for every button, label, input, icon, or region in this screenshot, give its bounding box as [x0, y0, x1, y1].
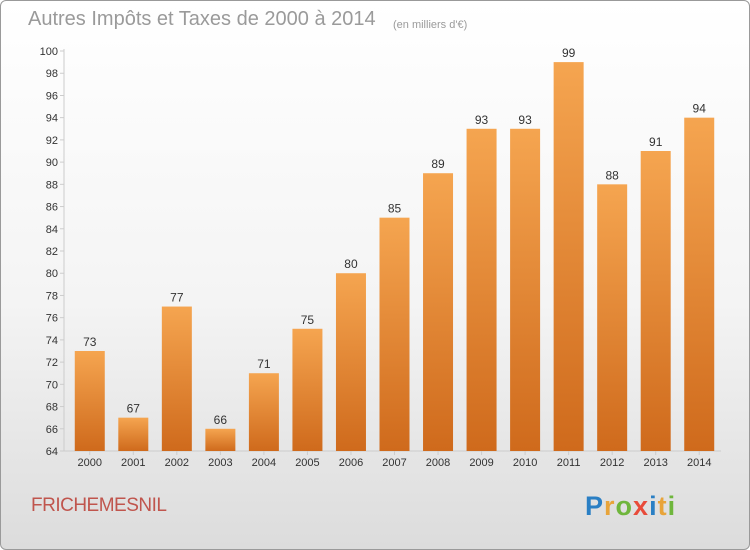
bar-value-label: 93: [475, 113, 489, 127]
bar-value-label: 73: [83, 335, 97, 349]
y-tick-label: 70: [46, 379, 58, 391]
bar: [335, 273, 366, 451]
logo-letter: t: [657, 491, 668, 521]
y-tick-label: 96: [46, 90, 58, 102]
bar: [423, 173, 454, 451]
bar-value-label: 66: [214, 413, 228, 427]
x-tick-label: 2009: [469, 457, 493, 469]
bar: [161, 306, 192, 451]
bar: [74, 351, 105, 451]
logo-letter: x: [633, 491, 650, 521]
y-tick-label: 98: [46, 68, 58, 80]
bar: [640, 151, 671, 451]
logo-letter: i: [667, 491, 677, 521]
bar: [597, 184, 628, 452]
x-tick-label: 2000: [78, 457, 102, 469]
bar: [466, 128, 497, 451]
bar-value-label: 67: [127, 402, 141, 416]
logo-letter: r: [604, 491, 616, 521]
x-tick-label: 2011: [557, 457, 581, 469]
bar-value-label: 93: [518, 113, 532, 127]
y-tick-label: 68: [46, 402, 58, 414]
y-tick-label: 72: [46, 357, 58, 369]
x-tick-label: 2003: [208, 457, 232, 469]
bar-value-label: 71: [257, 357, 271, 371]
x-tick-label: 2002: [165, 457, 189, 469]
bar-value-label: 91: [649, 135, 663, 149]
y-tick-label: 66: [46, 424, 58, 436]
y-tick-label: 94: [46, 113, 58, 125]
x-tick-label: 2001: [121, 457, 145, 469]
y-tick-label: 78: [46, 290, 58, 302]
y-tick-label: 90: [46, 157, 58, 169]
y-tick-label: 100: [40, 46, 58, 58]
x-tick-label: 2014: [687, 457, 711, 469]
bar-value-label: 80: [344, 257, 358, 271]
bar: [379, 217, 410, 451]
bar: [205, 428, 236, 451]
y-tick-label: 76: [46, 313, 58, 325]
y-tick-label: 64: [46, 446, 58, 458]
x-tick-label: 2008: [426, 457, 450, 469]
bar-value-label: 94: [693, 102, 707, 116]
bar: [553, 62, 584, 451]
y-tick-label: 86: [46, 202, 58, 214]
y-tick-label: 80: [46, 268, 58, 280]
bar-value-label: 85: [388, 202, 402, 216]
x-tick-label: 2005: [295, 457, 319, 469]
commune-name: FRICHEMESNIL: [31, 495, 167, 516]
y-tick-label: 74: [46, 335, 58, 347]
x-tick-label: 2013: [643, 457, 667, 469]
bar-value-label: 77: [170, 291, 184, 305]
x-tick-label: 2012: [600, 457, 624, 469]
bar: [684, 117, 715, 452]
chart-subtitle: (en milliers d'€): [393, 19, 468, 31]
logo-letter: o: [615, 491, 634, 521]
bar: [292, 328, 323, 451]
y-tick-label: 88: [46, 179, 58, 191]
bar: [510, 128, 541, 451]
proxiti-logo[interactable]: Proxiti: [585, 491, 676, 522]
bar-value-label: 75: [301, 313, 315, 327]
x-tick-label: 2010: [513, 457, 537, 469]
bar: [118, 417, 149, 451]
bar-value-label: 88: [605, 168, 619, 182]
y-tick-label: 82: [46, 246, 58, 258]
y-tick-label: 92: [46, 135, 58, 147]
x-tick-label: 2007: [382, 457, 406, 469]
x-tick-label: 2006: [339, 457, 363, 469]
logo-letter: i: [649, 491, 658, 521]
chart-title: Autres Impôts et Taxes de 2000 à 2014: [28, 8, 376, 30]
y-tick-label: 84: [46, 224, 58, 236]
bar: [248, 373, 279, 451]
logo-letter: P: [585, 491, 605, 521]
bar-value-label: 89: [431, 157, 445, 171]
bar-value-label: 99: [562, 46, 576, 60]
x-tick-label: 2004: [252, 457, 276, 469]
